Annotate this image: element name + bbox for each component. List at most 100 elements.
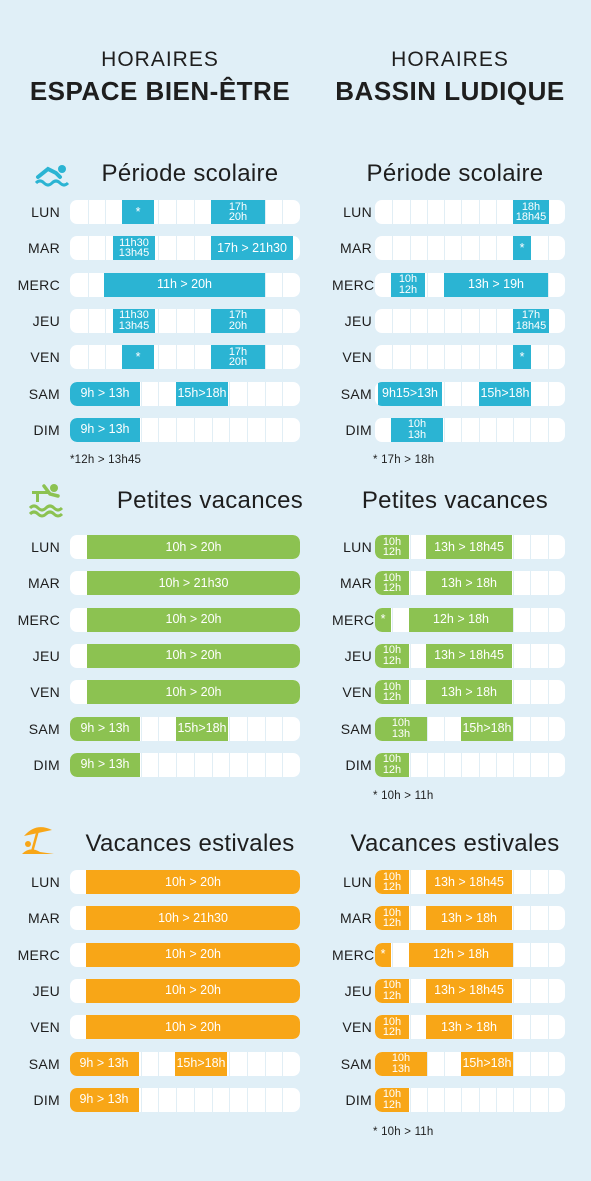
day-label: JEU [32, 647, 60, 664]
track-divider [548, 752, 549, 777]
track-divider [513, 906, 514, 931]
track-divider [265, 272, 266, 297]
track-divider [530, 752, 531, 777]
time-slot-bar: 10h > 20h [86, 942, 300, 967]
left-petites-row-track: 10h > 20h [70, 535, 300, 559]
time-slot-bar: 15h>18h [461, 716, 513, 741]
time-slot-label: 13h > 18h [441, 575, 497, 590]
track-divider [194, 236, 195, 261]
track-divider [194, 308, 195, 333]
track-divider [392, 200, 393, 224]
track-divider [410, 236, 411, 261]
track-divider [212, 417, 213, 442]
track-divider [410, 978, 411, 1003]
track-divider [513, 942, 514, 967]
time-slot-bar: 13h > 18h [426, 680, 512, 705]
track-divider [247, 1051, 248, 1076]
track-divider [176, 308, 177, 333]
swimmer-icon [34, 163, 70, 194]
track-divider [141, 381, 142, 406]
right-petites-row-track: 10h 13h 15h>18h [375, 716, 565, 741]
track-divider [265, 1087, 266, 1112]
day-label: MERC [17, 611, 60, 628]
time-slot-bar: 15h>18h [461, 1051, 513, 1076]
track-divider [461, 1087, 462, 1112]
beach-umbrella-icon [20, 822, 56, 863]
track-divider [410, 643, 411, 668]
track-divider [229, 716, 230, 741]
time-slot-label: 13h > 18h45 [434, 983, 504, 998]
track-divider [282, 200, 283, 224]
day-label: SAM [28, 1055, 60, 1072]
left-estivales-row-track: 10h > 20h [70, 978, 300, 1003]
right-scolaire-title: Période scolaire [366, 160, 544, 187]
track-divider [496, 1087, 497, 1112]
time-slot-label: 13h > 18h45 [434, 874, 504, 889]
time-slot-bar: 10h 13h [375, 716, 427, 741]
time-slot-label: 9h15>13h [382, 386, 438, 400]
time-slot-label: 9h > 13h [80, 386, 130, 400]
time-slot-label: 10h > 20h [165, 947, 221, 962]
track-divider [461, 417, 462, 442]
track-divider [513, 417, 514, 442]
track-divider [548, 716, 549, 741]
track-divider [265, 200, 266, 224]
time-slot-label: 15h>18h [462, 1056, 512, 1070]
track-divider [247, 752, 248, 777]
track-divider [282, 752, 283, 777]
track-divider [479, 1087, 480, 1112]
track-divider [548, 1051, 549, 1076]
track-divider [530, 716, 531, 741]
left-header-line2: ESPACE BIEN-ÊTRE [29, 76, 291, 106]
track-divider [444, 200, 445, 224]
right-scolaire-row-track: 10h 12h 13h > 19h [375, 272, 565, 297]
left-estivales-title: Vacances estivales [85, 830, 295, 857]
track-divider [548, 680, 549, 705]
time-slot-label: 10h 12h [382, 979, 402, 1002]
day-label: LUN [31, 539, 60, 555]
track-divider [158, 345, 159, 370]
time-slot-bar: 17h 20h [211, 308, 265, 333]
track-divider [444, 716, 445, 741]
time-slot-label: 10h > 20h [165, 874, 221, 889]
time-slot-bar: 18h 18h45 [513, 200, 549, 224]
time-slot-bar: 9h > 13h [70, 752, 140, 777]
left-petites-row-track: 10h > 20h [70, 643, 300, 668]
track-divider [229, 381, 230, 406]
track-divider [282, 308, 283, 333]
time-slot-label: 10h 12h [382, 644, 402, 667]
left-scolaire-row-track: 11h30 13h45 17h > 21h30 [70, 236, 300, 261]
track-divider [410, 1015, 411, 1040]
day-label: SAM [28, 385, 60, 402]
time-slot-label: 15h>18h [462, 721, 512, 735]
track-divider [548, 417, 549, 442]
track-divider [444, 752, 445, 777]
track-divider [176, 236, 177, 261]
time-slot-label: 11h > 20h [156, 277, 213, 292]
time-slot-bar: 10h 12h [375, 870, 409, 894]
day-label: DIM [345, 756, 372, 773]
track-divider [392, 308, 393, 333]
time-slot-bar: 9h > 13h [70, 417, 140, 442]
day-label: LUN [343, 539, 372, 555]
track-divider [282, 1051, 283, 1076]
track-divider [461, 752, 462, 777]
track-divider [548, 978, 549, 1003]
track-divider [176, 1087, 177, 1112]
time-slot-bar: 13h > 18h45 [426, 978, 512, 1003]
time-slot-bar: 10h 13h [391, 417, 443, 442]
day-label: MAR [339, 575, 372, 592]
track-divider [496, 236, 497, 261]
time-slot-bar: 17h 20h [211, 200, 265, 224]
day-label: VEN [30, 684, 60, 701]
track-divider [410, 535, 411, 559]
track-divider [282, 716, 283, 741]
time-slot-label: 10h > 20h [165, 983, 221, 998]
track-divider [548, 345, 549, 370]
time-slot-bar: 15h>18h [479, 381, 531, 406]
day-label: SAM [340, 1055, 372, 1072]
time-slot-bar: 10h > 21h30 [87, 571, 300, 596]
track-divider [461, 345, 462, 370]
time-slot-bar: 10h > 20h [87, 607, 300, 632]
track-divider [158, 308, 159, 333]
